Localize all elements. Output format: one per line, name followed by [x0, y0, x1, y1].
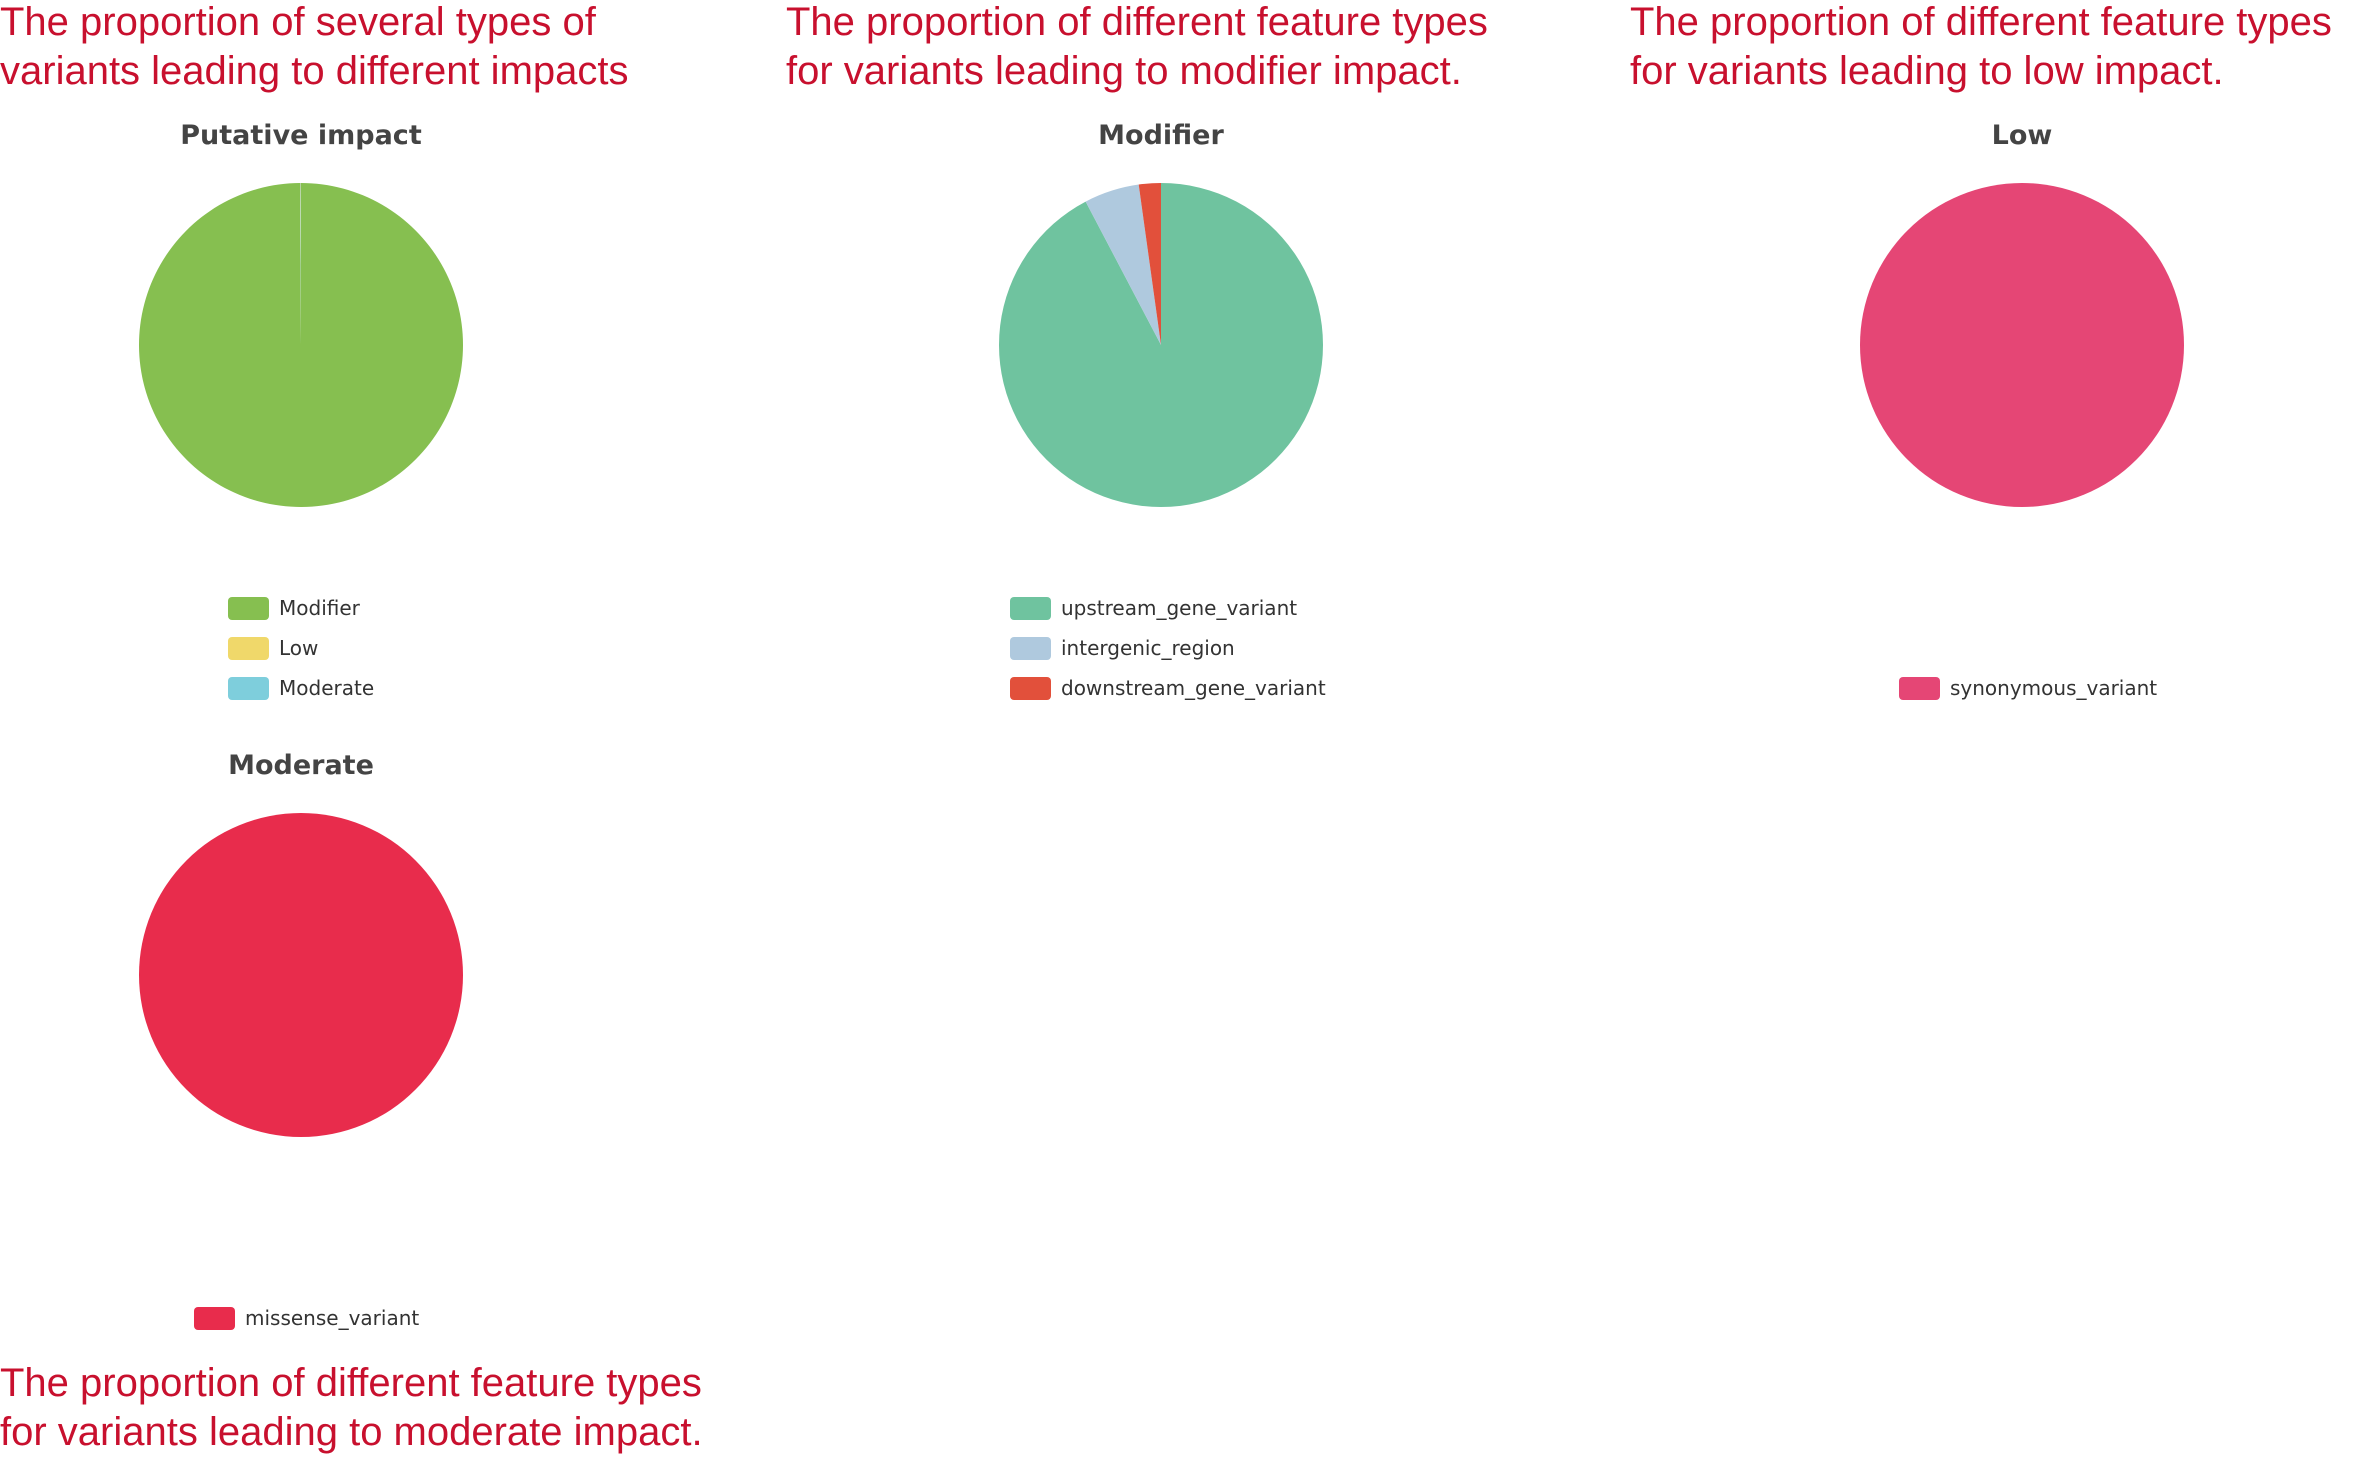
legend-label: Modifier	[279, 596, 360, 620]
legend-label: upstream_gene_variant	[1061, 596, 1298, 620]
pie-slice-missense-variant[interactable]	[139, 813, 463, 1137]
legend-label: Low	[279, 636, 319, 660]
legend-item[interactable]: intergenic_region	[1010, 628, 1326, 668]
chart-legend: upstream_gene_variant intergenic_region …	[1010, 588, 1326, 708]
legend-item[interactable]: upstream_gene_variant	[1010, 588, 1326, 628]
caption-low: The proportion of different feature type…	[1630, 0, 2332, 96]
caption-line: The proportion of different feature type…	[1630, 0, 2332, 44]
caption-moderate: The proportion of different feature type…	[0, 1359, 703, 1457]
pie-slice-synonymous-variant[interactable]	[1860, 183, 2184, 507]
chart-title: Modifier	[1098, 120, 1224, 151]
chart-legend: Modifier Low Moderate	[228, 588, 374, 708]
caption-modifier: The proportion of different feature type…	[786, 0, 1488, 96]
chart-title: Putative impact	[180, 120, 422, 151]
legend-swatch	[1010, 636, 1051, 660]
pie-slice-modifier[interactable]	[139, 183, 464, 507]
pie-chart	[999, 183, 1323, 507]
legend-swatch	[228, 676, 269, 700]
legend-swatch	[228, 636, 269, 660]
legend-label: intergenic_region	[1061, 636, 1235, 660]
pie-slice-intergenic-region[interactable]	[1085, 184, 1161, 345]
legend-label: downstream_gene_variant	[1061, 676, 1326, 700]
legend-label: synonymous_variant	[1950, 676, 2158, 700]
pie-slice-moderate[interactable]	[300, 183, 301, 345]
legend-swatch	[1899, 676, 1940, 700]
chart-title: Low	[1991, 120, 2053, 151]
chart-legend: missense_variant	[194, 1298, 419, 1338]
caption-line: The proportion of different feature type…	[786, 0, 1488, 44]
legend-item[interactable]: Modifier	[228, 588, 374, 628]
caption-line: The proportion of different feature type…	[0, 1361, 702, 1405]
pie-chart	[139, 183, 464, 507]
legend-item[interactable]: synonymous_variant	[1899, 668, 2157, 708]
chart-panel-moderate: Moderate missense_variant	[0, 750, 602, 1350]
legend-swatch	[228, 596, 269, 620]
legend-item[interactable]: Low	[228, 628, 374, 668]
legend-item[interactable]: downstream_gene_variant	[1010, 668, 1326, 708]
legend-item[interactable]: missense_variant	[194, 1298, 419, 1338]
chart-panel-low: Low synonymous_variant	[1721, 120, 2323, 720]
chart-title: Moderate	[228, 750, 374, 781]
legend-label: Moderate	[279, 676, 375, 700]
chart-panel-putative-impact: Putative impact Modifier Low Moderate	[0, 120, 602, 720]
legend-swatch	[1010, 676, 1051, 700]
legend-label: missense_variant	[245, 1306, 420, 1330]
legend-swatch	[1010, 596, 1051, 620]
pie-chart	[139, 813, 463, 1137]
caption-line: for variants leading to low impact.	[1630, 49, 2224, 93]
caption-line: The proportion of several types of	[0, 0, 596, 44]
caption-impact: The proportion of several types of varia…	[0, 0, 629, 96]
caption-line: variants leading to different impacts	[0, 49, 629, 93]
caption-line: for variants leading to modifier impact.	[786, 49, 1462, 93]
legend-item[interactable]: Moderate	[228, 668, 374, 708]
legend-swatch	[194, 1306, 235, 1330]
pie-chart	[1860, 183, 2184, 507]
pie-slice-downstream-gene-variant[interactable]	[1138, 183, 1161, 345]
chart-panel-modifier: Modifier upstream_gene_variant intergeni…	[860, 120, 1462, 720]
chart-legend: synonymous_variant	[1899, 668, 2157, 708]
caption-line: for variants leading to moderate impact.	[0, 1410, 703, 1454]
